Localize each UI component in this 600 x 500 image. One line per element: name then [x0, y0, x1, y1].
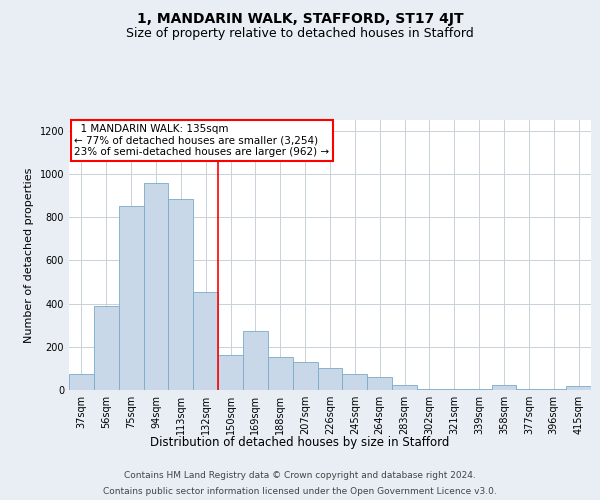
Text: 1, MANDARIN WALK, STAFFORD, ST17 4JT: 1, MANDARIN WALK, STAFFORD, ST17 4JT: [137, 12, 463, 26]
Text: 1 MANDARIN WALK: 135sqm
← 77% of detached houses are smaller (3,254)
23% of semi: 1 MANDARIN WALK: 135sqm ← 77% of detache…: [74, 124, 329, 157]
Bar: [243, 330, 268, 390]
Bar: [119, 206, 143, 390]
Bar: [491, 384, 517, 390]
Y-axis label: Number of detached properties: Number of detached properties: [24, 168, 34, 342]
Bar: [392, 384, 417, 390]
Bar: [517, 389, 541, 390]
Bar: [143, 182, 169, 390]
Bar: [343, 374, 367, 390]
Bar: [442, 389, 467, 390]
Bar: [193, 292, 218, 390]
Bar: [218, 356, 243, 390]
Text: Size of property relative to detached houses in Stafford: Size of property relative to detached ho…: [126, 28, 474, 40]
Bar: [317, 368, 343, 390]
Text: Contains HM Land Registry data © Crown copyright and database right 2024.: Contains HM Land Registry data © Crown c…: [124, 472, 476, 480]
Text: Contains public sector information licensed under the Open Government Licence v3: Contains public sector information licen…: [103, 486, 497, 496]
Bar: [94, 306, 119, 390]
Bar: [268, 356, 293, 390]
Bar: [69, 374, 94, 390]
Bar: [541, 389, 566, 390]
Bar: [417, 389, 442, 390]
Bar: [293, 362, 317, 390]
Bar: [367, 377, 392, 390]
Text: Distribution of detached houses by size in Stafford: Distribution of detached houses by size …: [151, 436, 449, 449]
Bar: [169, 199, 193, 390]
Bar: [566, 386, 591, 390]
Bar: [467, 389, 491, 390]
